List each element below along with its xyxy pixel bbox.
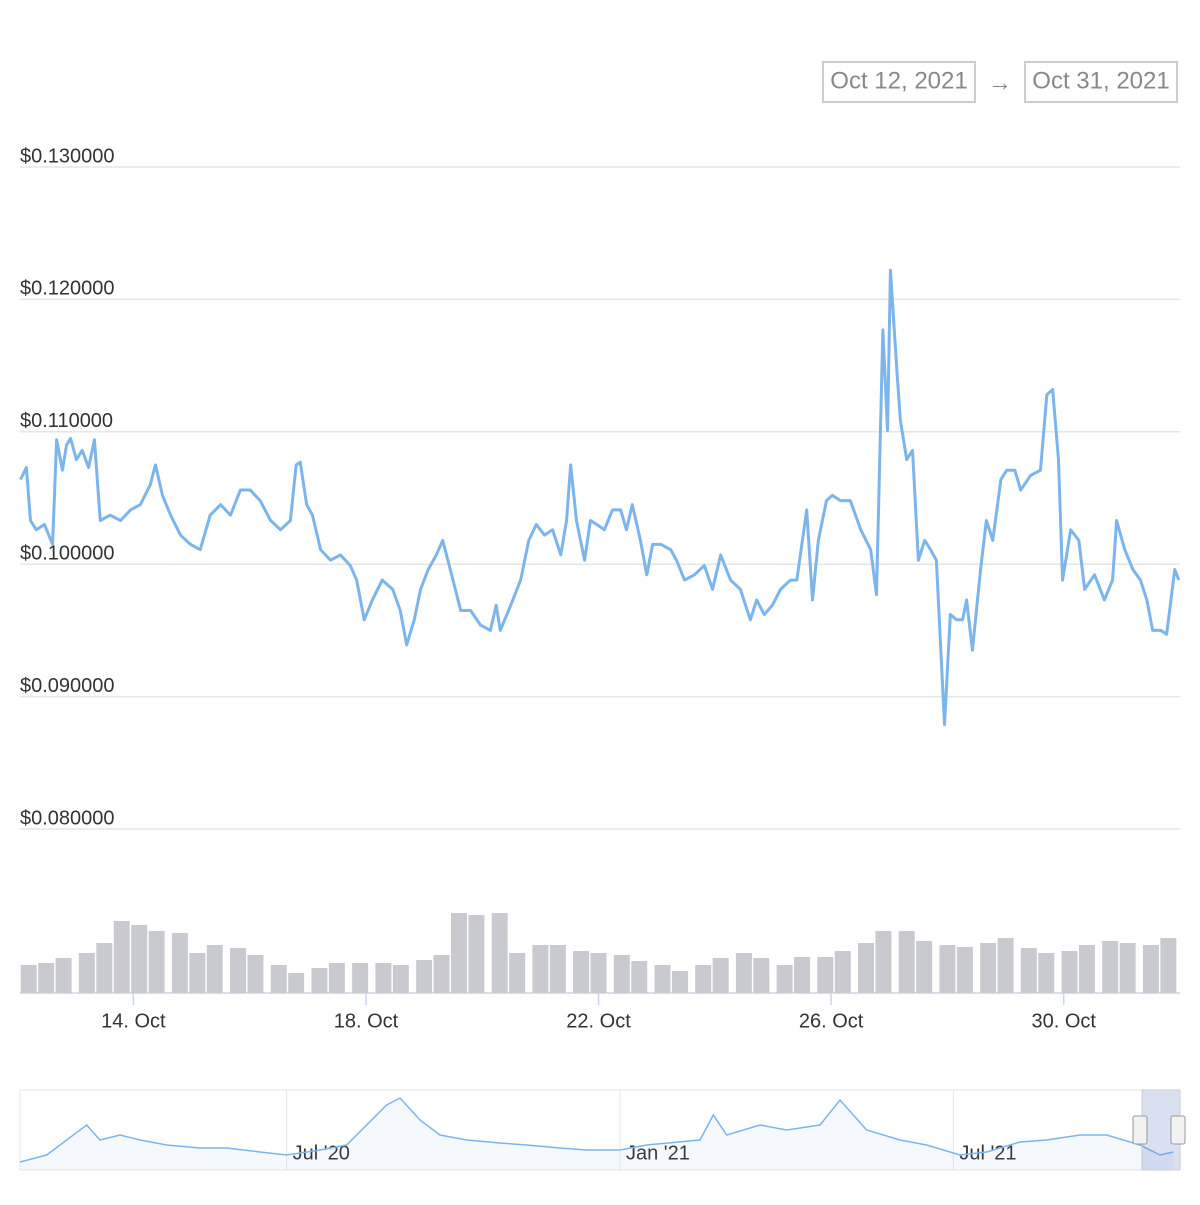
volume-bar (735, 953, 752, 993)
y-tick-label: $0.110000 (20, 410, 113, 432)
volume-bar (352, 963, 369, 993)
y-tick-label: $0.130000 (20, 145, 115, 167)
range-from[interactable]: Oct 12, 2021 (830, 67, 967, 94)
volume-bar (171, 933, 188, 993)
navigator-handle[interactable] (1132, 1115, 1148, 1145)
volume-bar (1061, 951, 1078, 993)
volume-bar (113, 921, 130, 993)
volume-bar (753, 958, 770, 993)
volume-bar (1020, 948, 1037, 993)
volume-bar (450, 913, 467, 993)
volume-bar (96, 943, 113, 993)
volume-bar (712, 958, 729, 993)
volume-bar (939, 945, 956, 993)
volume-bar (613, 955, 630, 993)
volume-bar (38, 963, 55, 993)
x-tick-label: 26. Oct (799, 1010, 864, 1032)
volume-bar (549, 945, 566, 993)
price-line (19, 268, 1181, 726)
volume-bar (980, 943, 997, 993)
volume-bar (288, 973, 305, 993)
volume-bar (247, 955, 264, 993)
range-separator: → (988, 69, 1012, 96)
y-tick-label: $0.100000 (20, 542, 115, 564)
volume-bar (1102, 941, 1119, 993)
volume-bar (328, 963, 345, 993)
volume-bar (654, 965, 671, 993)
volume-bar (189, 953, 206, 993)
volume-bar (573, 951, 590, 993)
volume-bar (875, 931, 892, 993)
navigator-line (19, 1097, 1174, 1163)
volume-bar (817, 957, 834, 993)
y-tick-label: $0.120000 (20, 278, 115, 300)
volume-bar (392, 965, 409, 993)
volume-bar (131, 925, 148, 993)
volume-bar (468, 915, 485, 993)
volume-bar (858, 943, 875, 993)
volume-bar (78, 953, 95, 993)
x-tick-label: 18. Oct (334, 1010, 399, 1032)
y-tick-label: $0.090000 (20, 675, 115, 697)
volume-bar (148, 931, 165, 993)
volume-bar (997, 938, 1014, 993)
volume-bar (532, 945, 549, 993)
x-tick-label: 22. Oct (566, 1010, 631, 1032)
volume-bar (1038, 953, 1055, 993)
volume-bar (491, 913, 508, 993)
x-tick-label: Jan '21 (626, 1142, 690, 1164)
x-tick-label: 30. Oct (1031, 1010, 1096, 1032)
volume-bar (270, 965, 287, 993)
range-to-box[interactable] (1024, 61, 1178, 103)
range-from-box[interactable] (822, 61, 976, 103)
volume-bar (55, 958, 72, 993)
volume-bar (695, 965, 712, 993)
volume-bar (206, 945, 223, 993)
volume-bar (956, 947, 973, 993)
volume-bar (671, 971, 688, 993)
navigator-area (20, 1098, 1174, 1170)
range-to[interactable]: Oct 31, 2021 (1032, 67, 1169, 94)
volume-bar (898, 931, 915, 993)
volume-bar (375, 963, 392, 993)
volume-bar (433, 955, 450, 993)
volume-bar (794, 957, 811, 993)
x-tick-label: 14. Oct (101, 1010, 166, 1032)
volume-bar (1160, 938, 1177, 993)
volume-bar (916, 941, 933, 993)
volume-bar (509, 953, 526, 993)
volume-bar (834, 951, 851, 993)
volume-bar (776, 965, 793, 993)
volume-bar (1119, 943, 1136, 993)
volume-bar (416, 960, 433, 993)
volume-bar (230, 948, 247, 993)
volume-bar (1142, 945, 1159, 993)
volume-bar (590, 953, 607, 993)
navigator-handle[interactable] (1170, 1115, 1186, 1145)
volume-bar (20, 965, 37, 993)
volume-bar (311, 968, 328, 993)
volume-bar (631, 961, 648, 993)
y-tick-label: $0.080000 (20, 807, 115, 829)
volume-bar (1078, 945, 1095, 993)
